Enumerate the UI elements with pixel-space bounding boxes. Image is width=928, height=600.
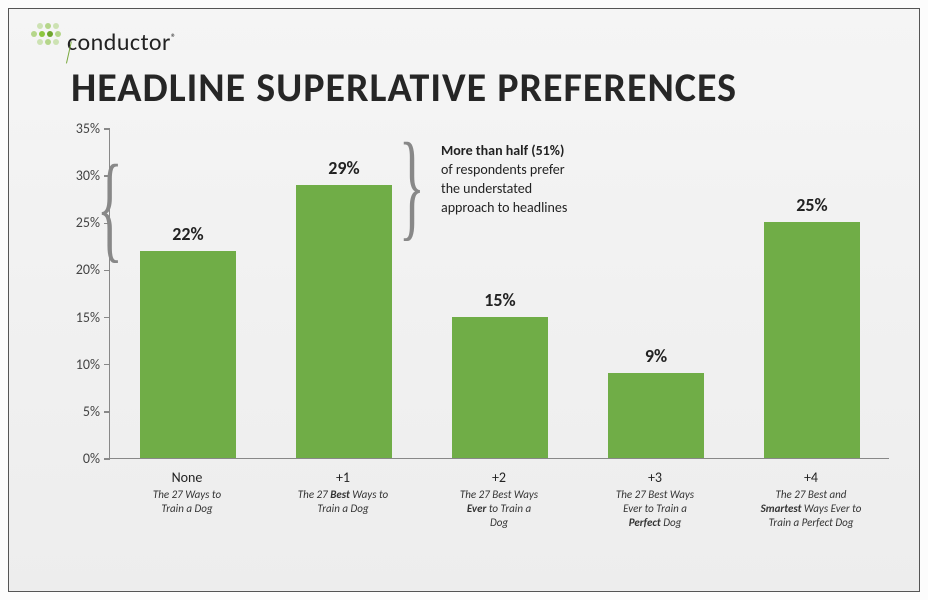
category-label: +4 — [741, 469, 881, 486]
bar-value-label: 15% — [484, 289, 515, 311]
x-label: +1 The 27 Best Ways toTrain a Dog — [273, 469, 413, 516]
bar: 25% — [764, 222, 861, 458]
category-label: +2 — [429, 469, 569, 486]
bar: 9% — [608, 373, 705, 458]
x-label: +4 The 27 Best andSmartest Ways Ever toTr… — [741, 469, 881, 529]
y-tick-label: 10% — [76, 356, 100, 373]
bar-value-label: 29% — [328, 157, 359, 179]
logo-dot — [53, 23, 59, 29]
bar: 22% — [140, 251, 237, 458]
category-label: +3 — [585, 469, 725, 486]
logo-dot — [45, 23, 51, 29]
bar-value-label: 25% — [796, 194, 827, 216]
x-label: +3 The 27 Best WaysEver to Train aPerfect… — [585, 469, 725, 529]
logo-dot — [45, 39, 51, 45]
bar-value-label: 9% — [645, 345, 667, 367]
y-tick-label: 35% — [76, 120, 100, 137]
left-brace-icon: { — [97, 147, 123, 267]
right-brace-icon: } — [399, 125, 425, 245]
logo-dot — [39, 31, 45, 37]
chart-frame: / conductor® HEADLINE SUPERLATIVE PREFER… — [8, 8, 920, 592]
logo-dot — [53, 39, 59, 45]
logo-dot — [47, 31, 53, 37]
chart-title: HEADLINE SUPERLATIVE PREFERENCES — [71, 63, 737, 112]
y-tick-label: 5% — [83, 403, 100, 420]
brand-name: / conductor® — [67, 28, 177, 57]
brand-logo: / conductor® — [31, 23, 177, 53]
x-label: None The 27 Ways toTrain a Dog — [117, 469, 257, 516]
category-subtitle: The 27 Best WaysEver to Train aDog — [429, 488, 569, 529]
y-tick-label: 0% — [83, 450, 100, 467]
y-tick-label: 15% — [76, 309, 100, 326]
logo-dot — [37, 39, 43, 45]
bar: 29% — [296, 185, 393, 458]
logo-dot — [37, 23, 43, 29]
logo-dot — [55, 31, 61, 37]
category-subtitle: The 27 Best andSmartest Ways Ever toTrai… — [741, 488, 881, 529]
bar: 15% — [452, 317, 549, 458]
category-subtitle: The 27 Best WaysEver to Train aPerfect D… — [585, 488, 725, 529]
logo-mark — [31, 23, 61, 53]
logo-dot — [31, 31, 37, 37]
bar-chart: 22%29%15%9%25% 0%5%10%15%20%25%30%35% No… — [53, 129, 893, 539]
category-label: +1 — [273, 469, 413, 486]
brand-text: conductor — [67, 28, 171, 57]
category-subtitle: The 27 Best Ways toTrain a Dog — [273, 488, 413, 516]
category-subtitle: The 27 Ways toTrain a Dog — [117, 488, 257, 516]
trademark-symbol: ® — [171, 31, 177, 44]
x-label: +2 The 27 Best WaysEver to Train aDog — [429, 469, 569, 529]
category-label: None — [117, 469, 257, 486]
bar-value-label: 22% — [172, 223, 203, 245]
callout-annotation: More than half (51%)of respondents prefe… — [441, 142, 641, 218]
